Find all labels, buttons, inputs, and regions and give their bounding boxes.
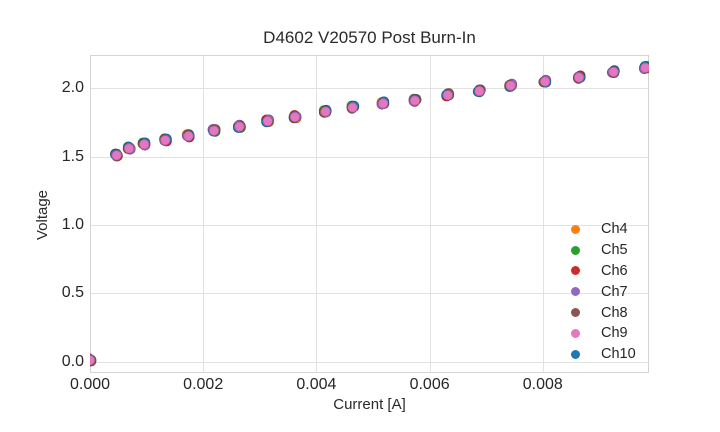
data-point-ch9 bbox=[111, 150, 122, 161]
legend-label: Ch10 bbox=[601, 346, 636, 363]
gridlines bbox=[90, 55, 649, 373]
ch6-marker-icon bbox=[571, 266, 580, 276]
data-point-ch9 bbox=[160, 135, 171, 146]
legend-label: Ch5 bbox=[601, 242, 628, 259]
data-point-ch9 bbox=[183, 131, 194, 142]
x-tick-label: 0.000 bbox=[69, 376, 111, 393]
y-tick-label: 0.5 bbox=[61, 284, 84, 302]
data-point-ch9 bbox=[139, 139, 150, 150]
data-point-ch9 bbox=[234, 121, 245, 132]
legend-item-ch10[interactable]: Ch10 bbox=[561, 344, 636, 365]
legend-item-ch8[interactable]: Ch8 bbox=[561, 302, 636, 323]
data-point-ch9 bbox=[90, 355, 96, 366]
data-point-ch9 bbox=[262, 116, 273, 127]
data-point-ch9 bbox=[347, 102, 358, 113]
legend-label: Ch6 bbox=[601, 262, 628, 279]
ch10-marker-icon bbox=[571, 349, 580, 359]
data-point-ch9 bbox=[640, 62, 649, 73]
data-point-ch9 bbox=[320, 106, 331, 117]
legend-item-ch5[interactable]: Ch5 bbox=[561, 240, 636, 261]
x-tick-label: 0.002 bbox=[183, 376, 224, 393]
x-tick-label: 0.004 bbox=[296, 376, 337, 393]
legend-label: Ch9 bbox=[601, 325, 628, 342]
data-point-ch9 bbox=[474, 86, 485, 97]
ch7-marker-icon bbox=[571, 287, 580, 297]
ch8-marker-icon bbox=[571, 308, 580, 318]
data-point-ch9 bbox=[378, 98, 389, 109]
x-axis-title: Current [A] bbox=[333, 396, 406, 413]
data-point-ch9 bbox=[539, 76, 551, 87]
data-point-ch9 bbox=[442, 90, 453, 101]
legend-label: Ch4 bbox=[601, 221, 628, 238]
legend-item-ch9[interactable]: Ch9 bbox=[561, 323, 636, 344]
y-tick-label: 2.0 bbox=[61, 79, 84, 97]
data-point-ch9 bbox=[409, 95, 420, 106]
data-point-ch9 bbox=[208, 125, 220, 136]
data-points bbox=[90, 61, 649, 367]
data-point-ch9 bbox=[505, 80, 516, 91]
data-point-ch9 bbox=[573, 72, 585, 83]
legend-item-ch4[interactable]: Ch4 bbox=[561, 219, 636, 240]
y-tick-label: 1.5 bbox=[61, 147, 84, 165]
data-point-ch9 bbox=[289, 111, 300, 123]
plot-border bbox=[90, 55, 649, 373]
y-tick-label: 1.0 bbox=[61, 215, 84, 233]
legend-label: Ch8 bbox=[601, 304, 628, 321]
chart-title: D4602 V20570 Post Burn-In bbox=[263, 28, 476, 47]
legend-label: Ch7 bbox=[601, 283, 628, 300]
ch4-marker-icon bbox=[571, 224, 580, 234]
x-tick-label: 0.006 bbox=[409, 376, 450, 393]
legend-item-ch7[interactable]: Ch7 bbox=[561, 281, 636, 302]
y-tick-label: 0.0 bbox=[61, 352, 84, 370]
data-point-ch9 bbox=[124, 143, 135, 154]
x-tick-label: 0.008 bbox=[522, 376, 563, 393]
ch5-marker-icon bbox=[571, 245, 580, 255]
data-point-ch9 bbox=[608, 66, 619, 78]
legend: Ch4 Ch5 Ch6 Ch7 Ch8 Ch9 Ch10 bbox=[561, 219, 636, 365]
ch9-marker-icon bbox=[571, 328, 580, 338]
legend-item-ch6[interactable]: Ch6 bbox=[561, 261, 636, 282]
